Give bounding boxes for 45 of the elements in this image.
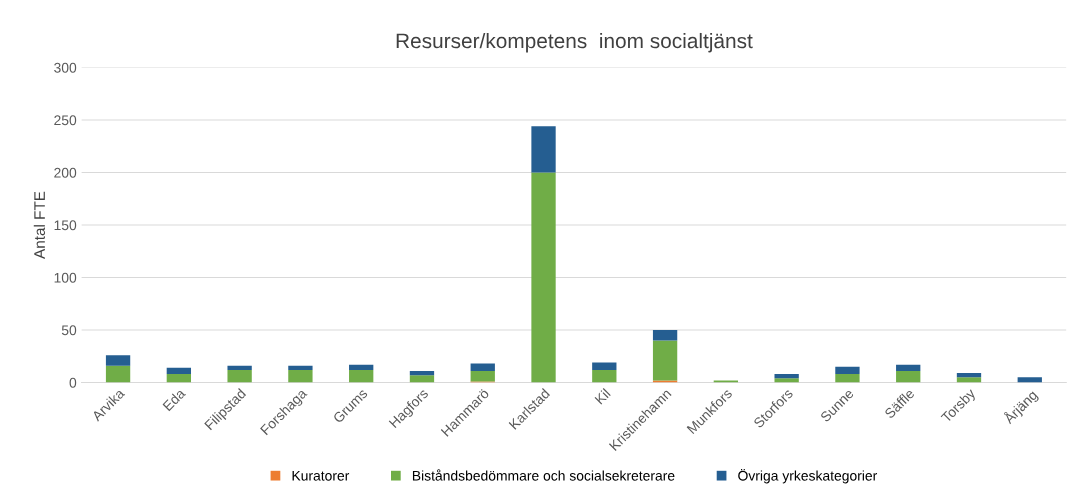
y-tick-label: 200 [54,167,77,178]
y-tick-label: 100 [54,272,77,283]
bar [166,374,191,383]
chart-title: Resurser/kompetens inom socialtjänst [396,32,753,53]
bar [835,366,860,375]
x-tick-label: Eda [162,387,187,412]
bar [774,378,799,383]
bar [592,362,617,370]
bar [105,355,131,366]
bar [409,370,435,376]
bar [349,369,374,383]
y-tick-label: 0 [69,377,77,388]
y-tick-label: 250 [54,115,77,126]
y-axis-title: Antal FTE [33,191,45,259]
bar [288,369,313,383]
bar [652,380,678,383]
bar [288,365,313,370]
bar [713,380,739,383]
legend-label: Kuratorer [292,470,350,481]
bar [227,365,252,370]
bar [896,370,921,383]
bar [531,126,556,173]
bar [956,377,982,383]
x-tick-label: Kil [594,388,611,405]
bar [105,365,131,383]
bar [956,373,982,378]
y-tick-label: 50 [61,325,77,336]
bar [896,364,921,371]
bar [592,369,617,383]
bar [835,374,860,383]
y-tick-label: 150 [54,220,77,231]
bar [470,363,495,371]
bar [774,374,799,379]
legend-label: Övriga yrkeskategorier [738,468,878,484]
y-tick-label: 300 [54,62,77,73]
bar [349,364,374,370]
bar [1017,377,1042,383]
bar [409,375,435,383]
bar [166,367,191,375]
bar [470,370,495,382]
legend-label: Biståndsbedömmare och socialsekreterare [412,469,675,481]
bar [652,340,678,381]
bar [227,369,252,383]
bar [652,330,678,341]
bar [531,172,556,383]
